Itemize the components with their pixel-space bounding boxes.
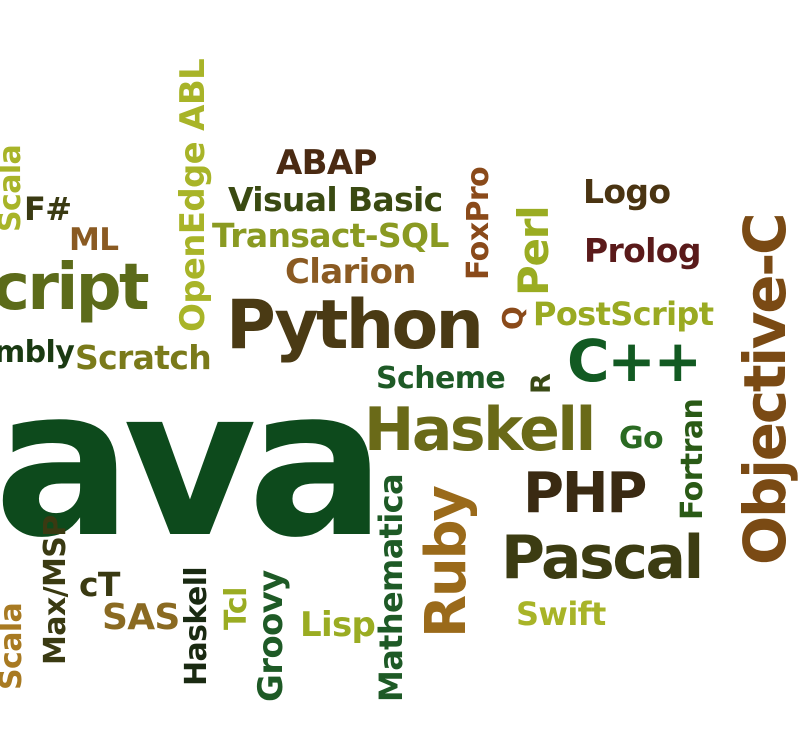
word-haskell-small: Haskell — [179, 566, 214, 686]
word-visual-basic: Visual Basic — [228, 180, 443, 219]
word-java: ava — [0, 345, 386, 583]
word-r: R — [526, 373, 557, 394]
word-objective-c: Objective-C — [731, 214, 799, 565]
word-openedge-abl: OpenEdge ABL — [173, 58, 213, 332]
word-logo: Logo — [583, 172, 671, 211]
word-perl: Perl — [509, 206, 558, 296]
word-scala-bottom: Scala — [0, 602, 29, 690]
word-assembly: mbly — [0, 335, 75, 370]
word-php: PHP — [523, 461, 647, 526]
word-script: cript — [0, 251, 150, 325]
word-ct: cT — [79, 565, 120, 604]
word-swift: Swift — [516, 595, 606, 633]
word-lisp: Lisp — [300, 605, 376, 645]
word-ml: ML — [69, 222, 119, 258]
word-groovy: Groovy — [251, 570, 291, 702]
word-python: Python — [226, 286, 484, 365]
word-clarion: Clarion — [285, 252, 416, 292]
word-foxpro: FoxPro — [461, 166, 496, 280]
word-scala-top: Scala — [0, 144, 28, 232]
word-scratch: Scratch — [75, 338, 212, 377]
word-sas: SAS — [102, 597, 180, 638]
word-tcl: Tcl — [219, 587, 254, 630]
word-ruby: Ruby — [414, 487, 479, 638]
word-mathematica: Mathematica — [372, 474, 410, 702]
word-max-msp: Max/MSP — [38, 515, 73, 665]
word-q: Q — [496, 306, 529, 330]
word-scheme: Scheme — [376, 361, 506, 396]
word-go: Go — [619, 421, 664, 456]
word-postscript: PostScript — [533, 295, 714, 333]
word-pascal: Pascal — [501, 523, 704, 593]
word-prolog: Prolog — [584, 231, 701, 270]
word-transact-sql: Transact-SQL — [212, 216, 449, 255]
word-cpp: C++ — [567, 327, 702, 395]
word-fortran: Fortran — [675, 398, 710, 520]
word-abap: ABAP — [276, 143, 377, 183]
word-fsharp: F# — [24, 190, 72, 228]
word-haskell-large: Haskell — [364, 395, 596, 465]
